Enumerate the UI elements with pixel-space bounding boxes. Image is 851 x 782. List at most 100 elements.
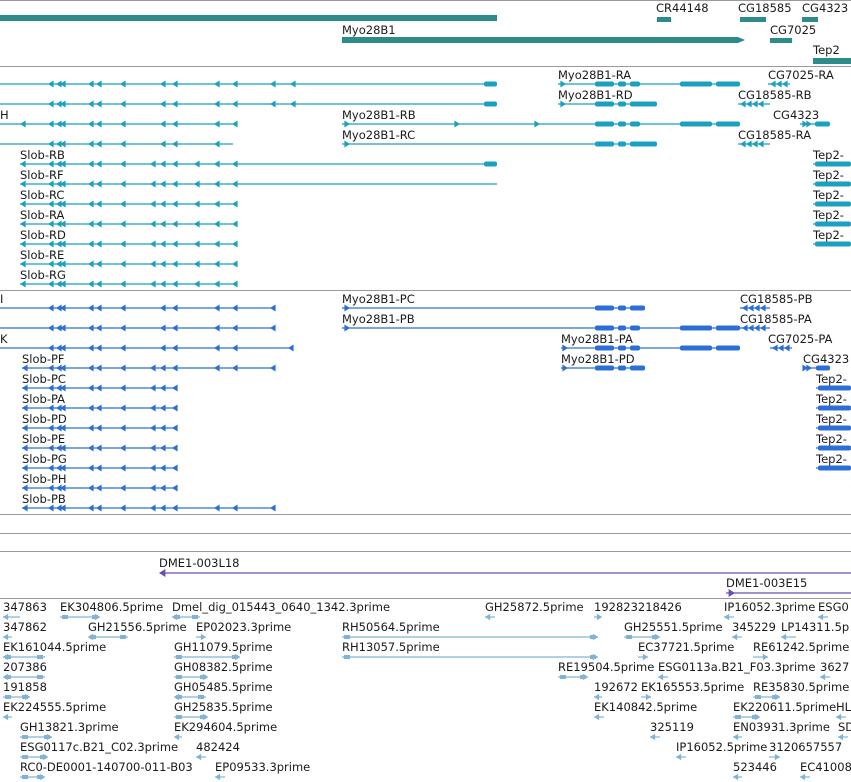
transcript-cg7025-pa[interactable] [770, 344, 792, 352]
gene-bar-myo28b1[interactable] [342, 37, 738, 43]
est-label[interactable]: GH13821.3prime [20, 720, 119, 734]
transcript-label[interactable]: Tep2- [812, 228, 844, 242]
transcript-myo28b1-pd[interactable] [561, 364, 645, 372]
transcript-slob[interactable] [22, 364, 276, 372]
est-feature[interactable] [800, 773, 810, 781]
transcript-label[interactable]: Slob-RB [20, 148, 65, 162]
transcript-tep2[interactable] [816, 385, 851, 391]
est-feature[interactable] [172, 613, 200, 621]
transcript-myo28b1-pb[interactable] [342, 324, 740, 332]
transcript-slob[interactable] [20, 240, 238, 248]
transcript-label[interactable]: Slob-PG [22, 452, 67, 466]
est-label[interactable]: 192823218426 [594, 600, 682, 614]
est-label[interactable]: EN03931.3prime [733, 720, 830, 734]
transcript-myo28b1-rc[interactable] [342, 140, 657, 148]
est-label[interactable]: RH50564.5prime [342, 620, 440, 634]
est-feature[interactable] [3, 653, 45, 661]
transcript-label[interactable]: Slob-PD [22, 412, 67, 426]
est-feature[interactable] [836, 713, 846, 721]
est-feature[interactable] [624, 633, 660, 641]
transcript-label[interactable]: Slob-RD [20, 228, 66, 242]
transcript-label[interactable]: Myo28B1-RA [558, 68, 631, 82]
est-label[interactable]: GH25872.5prime [485, 600, 584, 614]
transcript-cg4323[interactable] [802, 364, 830, 372]
est-label[interactable]: RE35830.5prime [753, 680, 849, 694]
transcript-label[interactable]: Tep2- [815, 452, 847, 466]
est-label[interactable]: ESG0 [818, 600, 849, 614]
est-label[interactable]: 482424 [196, 740, 240, 754]
est-label[interactable]: EK294604.5prime [174, 720, 277, 734]
est-feature[interactable] [20, 773, 45, 781]
est-label[interactable]: EK224555.5prime [3, 700, 106, 714]
est-label[interactable]: RE61242.5prime [753, 640, 849, 654]
transcript-label[interactable]: Tep2- [815, 412, 847, 426]
est-label[interactable]: EK140842.5prime [594, 700, 697, 714]
est-feature[interactable] [638, 653, 648, 661]
transcript-slob[interactable] [22, 504, 276, 512]
est-label[interactable]: 345229 [732, 620, 776, 634]
est-label[interactable]: EK161044.5prime [3, 640, 106, 654]
est-label[interactable]: 191858 [3, 680, 47, 694]
est-feature[interactable] [20, 753, 48, 761]
transcript-slob[interactable] [20, 260, 238, 268]
est-label[interactable]: LP14311.5p [781, 620, 849, 634]
est-feature[interactable] [3, 713, 12, 721]
transcript-slob[interactable] [22, 444, 178, 452]
gene-bar-cg18585[interactable] [740, 17, 766, 22]
transcript-cg18585-pb[interactable] [740, 304, 770, 312]
transcript-label[interactable]: Myo28B1-PA [561, 332, 633, 346]
transcript-label[interactable]: Myo28B1-RC [342, 128, 415, 142]
transcript-cg4323[interactable] [800, 120, 830, 128]
transcript-slob[interactable] [22, 404, 178, 412]
transcript-label[interactable]: Myo28B1-PB [342, 312, 415, 326]
est-label[interactable]: SD [838, 720, 851, 734]
transcript-tep2[interactable] [816, 445, 851, 451]
est-feature[interactable] [753, 693, 780, 701]
est-label[interactable]: GH05485.5prime [174, 680, 273, 694]
transcript-tep2[interactable] [813, 161, 851, 167]
transcript-label[interactable]: Myo28B1-RD [558, 88, 633, 102]
transcript-tep2[interactable] [816, 465, 851, 471]
transcript-myo28b1-rd[interactable] [558, 100, 657, 108]
est-label[interactable]: GH25551.5prime [624, 620, 723, 634]
est-feature[interactable] [820, 673, 830, 681]
transcript-label[interactable]: Myo28B1-PD [561, 352, 635, 366]
est-label[interactable]: ESG0117c.B21_C02.3prime [20, 740, 178, 754]
est-feature[interactable] [215, 773, 225, 781]
est-label[interactable]: RE19504.5prime [558, 660, 654, 674]
est-label[interactable]: EC37721.5prime [638, 640, 734, 654]
est-feature[interactable] [724, 613, 734, 621]
transcript[interactable] [0, 100, 497, 108]
est-label[interactable]: EC41008 [800, 760, 851, 774]
transcript-label[interactable]: Slob-PA [22, 392, 65, 406]
est-label[interactable]: GH25835.5prime [174, 700, 273, 714]
transcript-myo28b1-pc[interactable] [342, 304, 645, 312]
gene-label[interactable]: CG18585 [738, 1, 792, 15]
transcript-slob[interactable] [20, 280, 238, 288]
est-feature[interactable] [818, 613, 828, 621]
gene-label[interactable]: Myo28B1 [342, 23, 396, 37]
est-label[interactable]: EK304806.5prime [60, 600, 163, 614]
est-feature[interactable] [733, 733, 742, 741]
transcript-slob[interactable] [22, 464, 178, 472]
transcript[interactable] [0, 344, 294, 352]
est-feature[interactable] [196, 633, 206, 641]
transcript-tep2[interactable] [816, 425, 851, 431]
est-feature[interactable] [641, 693, 651, 701]
transcript-label[interactable]: Slob-RC [20, 188, 64, 202]
est-feature[interactable] [174, 713, 208, 721]
est-feature[interactable] [88, 633, 128, 641]
transcript-label[interactable]: Tep2- [812, 148, 844, 162]
transcript-label[interactable]: CG4323 [803, 352, 849, 366]
est-label[interactable]: EP02023.3prime [196, 620, 291, 634]
transcript-label[interactable]: CG7025-PA [768, 332, 833, 346]
transcript-label[interactable]: Slob-RE [20, 248, 64, 262]
est-label[interactable]: RH13057.5prime [342, 640, 440, 654]
gene-bar-cg7025[interactable] [770, 38, 792, 43]
est-label[interactable]: EK220611.5prime [733, 700, 836, 714]
gene-label[interactable]: Tep2 [812, 43, 840, 57]
est-label[interactable]: 3120657557 [769, 740, 842, 754]
est-feature[interactable] [676, 753, 686, 761]
est-feature[interactable] [594, 713, 604, 721]
est-feature[interactable] [658, 673, 668, 681]
